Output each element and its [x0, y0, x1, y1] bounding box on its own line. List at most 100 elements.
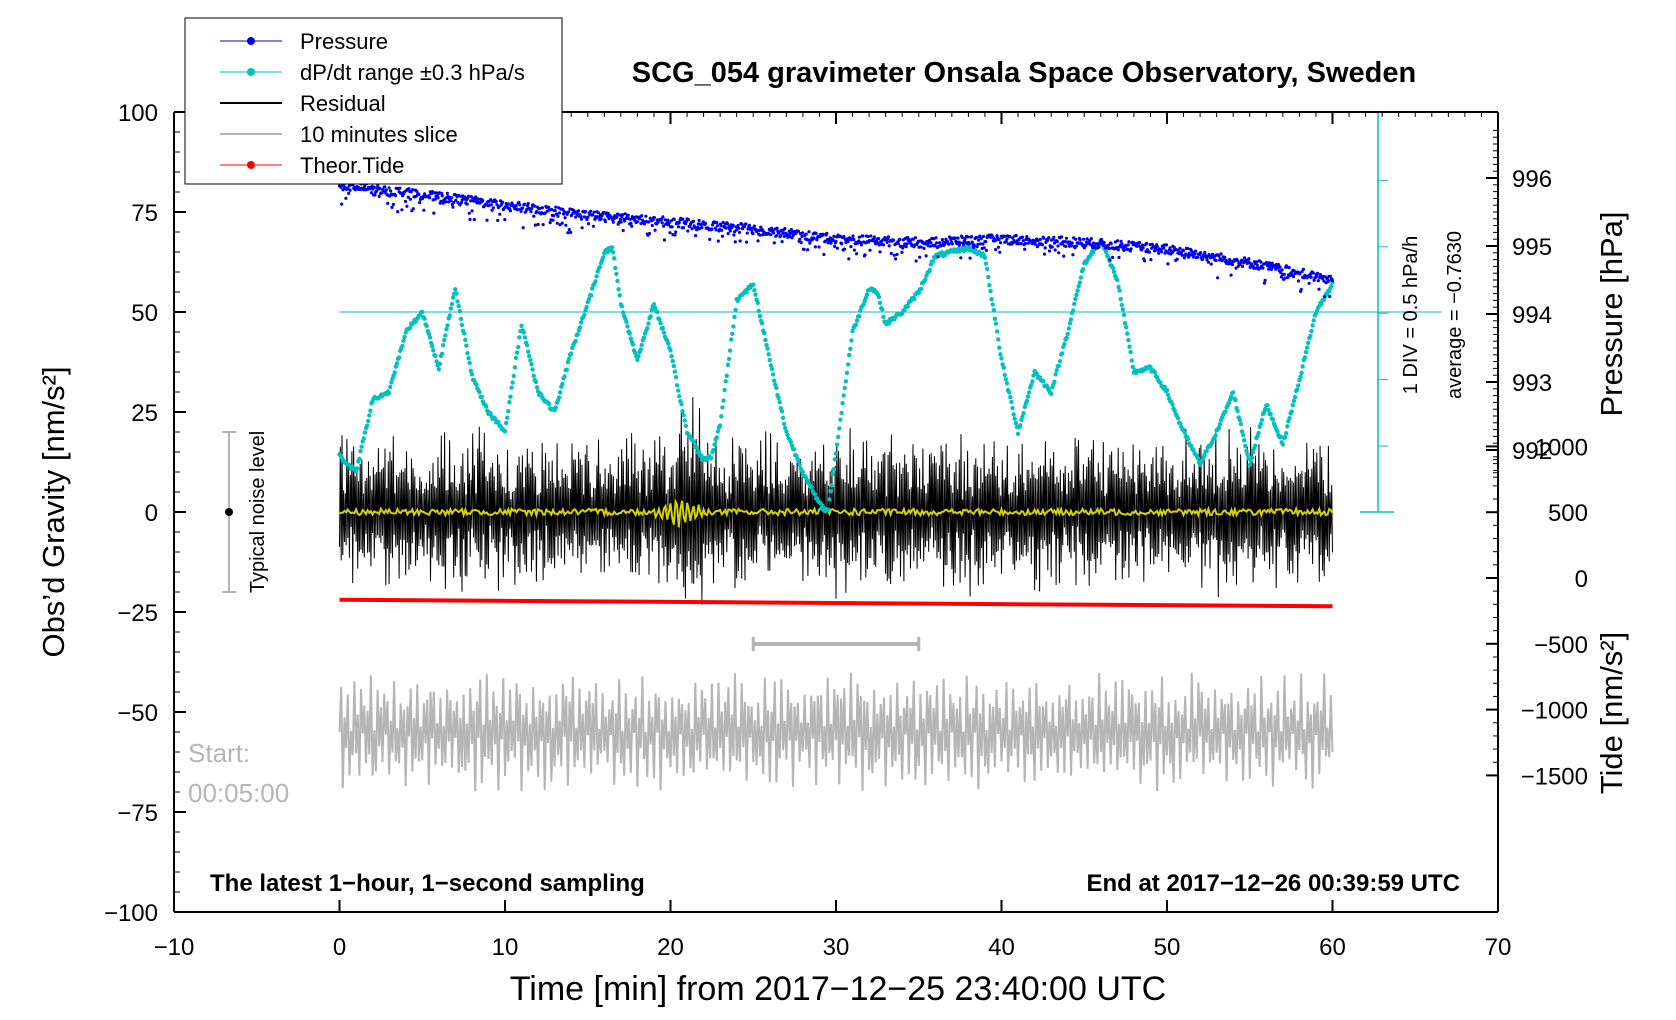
pressure-point	[892, 253, 896, 257]
dpdt-point	[1162, 384, 1168, 390]
pressure-point	[868, 248, 872, 252]
pressure-tick-label: 993	[1512, 370, 1552, 397]
dpdt-point	[502, 429, 508, 434]
dpdt-point	[427, 335, 433, 340]
dpdt-point	[524, 343, 530, 348]
pressure-point	[737, 230, 742, 234]
pressure-point	[1164, 243, 1169, 247]
pressure-point	[1097, 245, 1101, 249]
pressure-point	[1141, 246, 1145, 250]
dpdt-point	[1265, 403, 1270, 408]
pressure-point	[353, 188, 357, 192]
pressure-tick-labels: 996 995 994 993 992	[1512, 166, 1552, 465]
pressure-point	[599, 217, 603, 221]
legend: Pressure dP/dt range ±0.3 hPa/s Residual…	[184, 17, 563, 185]
dpdt-point	[582, 312, 587, 318]
pressure-point	[515, 208, 520, 212]
tide-tick-label: −500	[1534, 632, 1588, 659]
pressure-point	[728, 229, 732, 233]
dpdt-point	[1104, 249, 1109, 255]
dpdt-point	[1062, 341, 1067, 347]
pressure-point	[1038, 237, 1042, 242]
pressure-point	[1033, 242, 1037, 246]
pressure-point	[950, 242, 954, 246]
pressure-point	[817, 245, 821, 249]
dpdt-point	[677, 394, 682, 399]
pressure-point	[719, 224, 723, 228]
y-tick-label: −100	[104, 900, 158, 927]
dpdt-point	[839, 410, 844, 416]
pressure-point	[1216, 276, 1220, 280]
pressure-point	[373, 193, 377, 197]
pressure-point	[481, 199, 485, 203]
dpdt-point	[1060, 351, 1065, 356]
pressure-point	[928, 244, 932, 248]
pressure-point	[1175, 257, 1179, 261]
dpdt-point	[880, 307, 885, 312]
dpdt-point	[1213, 433, 1218, 438]
pressure-point	[640, 214, 644, 218]
pressure-point	[938, 241, 942, 245]
pressure-point	[956, 236, 960, 240]
pressure-point	[452, 200, 456, 205]
pressure-point	[1149, 258, 1153, 262]
pressure-point	[540, 206, 545, 210]
pressure-point	[928, 238, 932, 242]
dpdt-point	[721, 398, 726, 403]
dpdt-point	[1185, 436, 1191, 442]
dpdt-point	[445, 323, 450, 328]
dpdt-point	[633, 350, 638, 355]
pressure-point	[681, 226, 686, 230]
dpdt-point	[694, 446, 700, 451]
slice-line	[338, 672, 1334, 792]
dpdt-point	[1256, 430, 1261, 436]
dpdt-point	[1216, 425, 1222, 430]
dpdt-point	[1008, 395, 1013, 400]
dpdt-point	[1125, 331, 1130, 336]
pressure-point	[673, 233, 677, 237]
pressure-point	[1064, 244, 1068, 248]
pressure-tick-label: 992	[1512, 438, 1552, 465]
pressure-point	[737, 226, 741, 230]
dpdt-point	[1119, 302, 1125, 308]
pressure-point	[747, 223, 752, 227]
dpdt-point	[601, 255, 606, 260]
dpdt-point	[1204, 449, 1209, 454]
dpdt-point	[772, 378, 777, 383]
dpdt-point	[709, 455, 714, 461]
pressure-point	[863, 253, 867, 257]
dpdt-point	[442, 337, 447, 343]
y-tick-labels: 100 75 50 25 0 −25 −50 −75 −100	[104, 100, 158, 927]
dpdt-point	[1295, 387, 1300, 392]
pressure-point	[1207, 253, 1211, 257]
dpdt-point	[672, 369, 678, 374]
dpdt-point	[809, 485, 814, 490]
pressure-point	[415, 189, 419, 193]
dpdt-point	[1004, 381, 1010, 386]
pressure-point	[591, 224, 596, 228]
dpdt-point	[711, 447, 716, 453]
pressure-point	[533, 223, 537, 227]
pressure-point	[476, 197, 480, 201]
dpdt-point	[842, 385, 847, 391]
dpdt-point	[863, 295, 868, 301]
dpdt-point	[725, 362, 731, 367]
pressure-point	[1277, 263, 1281, 267]
dpdt-point	[510, 380, 515, 385]
dpdt-point	[511, 373, 516, 379]
pressure-point	[498, 212, 502, 216]
pressure-point	[1219, 252, 1223, 256]
pressure-point	[783, 226, 787, 231]
pressure-point	[378, 186, 382, 190]
dpdt-point	[616, 287, 621, 292]
pressure-point	[555, 221, 559, 225]
slice-range-bar	[751, 637, 921, 651]
pressure-point	[374, 189, 378, 193]
pressure-point	[533, 204, 537, 208]
dpdt-point	[661, 330, 667, 335]
residual-smooth-series	[339, 498, 1334, 528]
pressure-point	[1023, 241, 1027, 246]
pressure-point	[1155, 244, 1159, 248]
dpdt-point	[733, 307, 738, 313]
dpdt-point	[448, 306, 454, 311]
